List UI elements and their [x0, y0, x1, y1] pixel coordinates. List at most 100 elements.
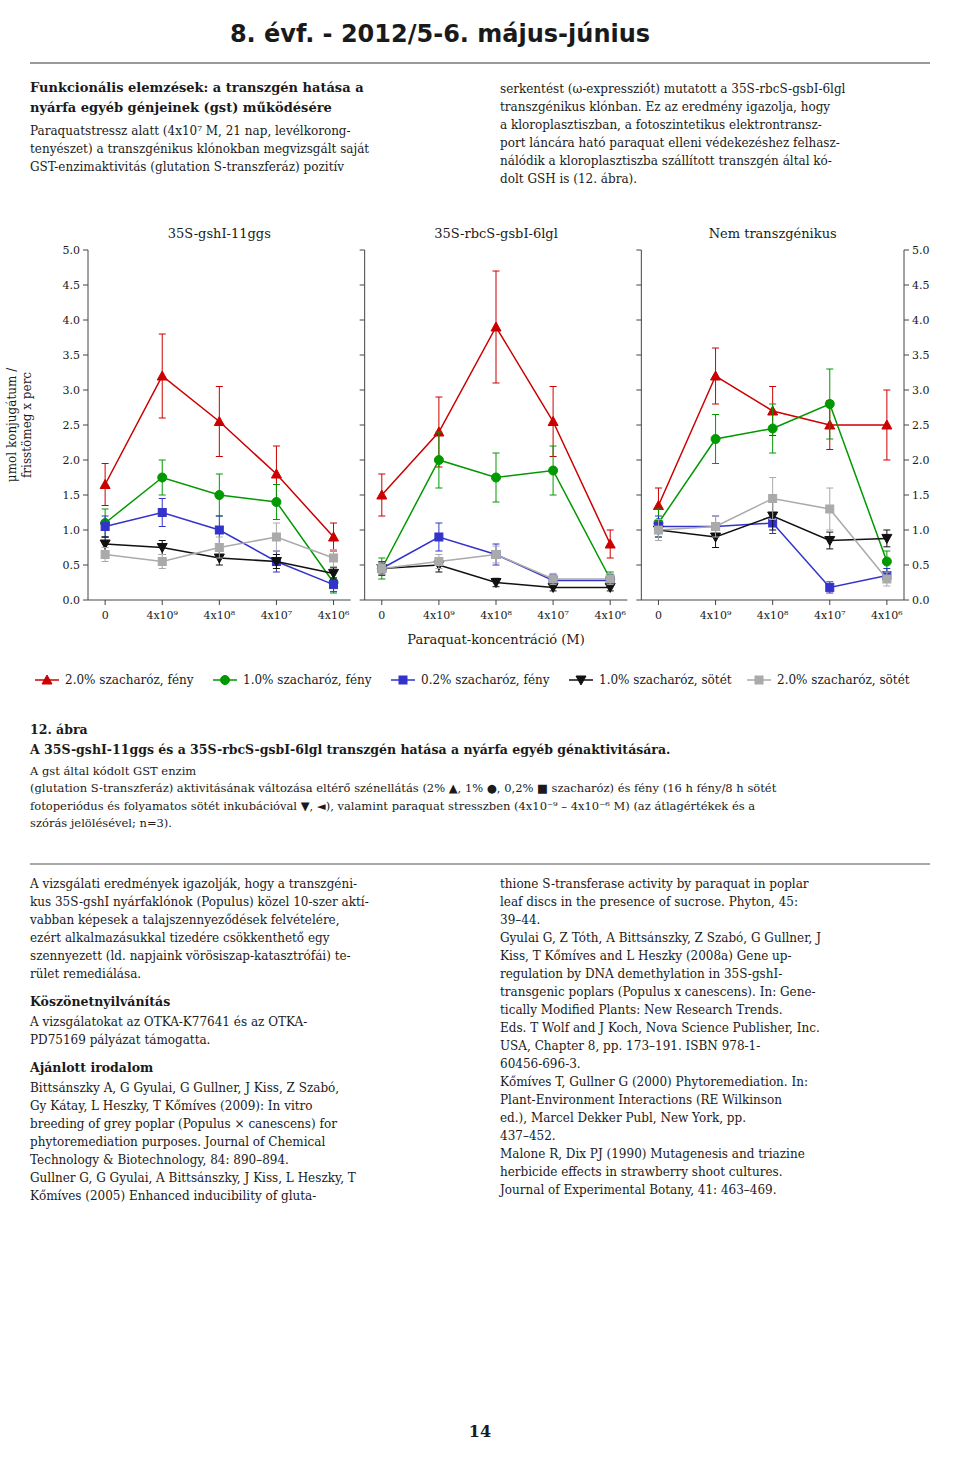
error-bar [826, 369, 833, 439]
y-tick [636, 250, 641, 251]
y2-tick-label: 0.5 [912, 559, 930, 572]
body-text: A vizsgálati eredmények igazolják, hogy … [30, 875, 369, 983]
marker [654, 526, 662, 534]
panel-title: Nem transzgénikus [709, 226, 837, 241]
y-tick-label: 1.5 [63, 489, 81, 502]
x-tick [715, 600, 716, 605]
error-bar [550, 446, 557, 495]
marker [606, 575, 614, 583]
body-text: Paraquatstressz alatt (4x10⁷ M, 21 nap, … [30, 122, 369, 176]
series-line [382, 460, 610, 579]
error-bar [493, 546, 500, 563]
error-bar [330, 578, 337, 592]
error-bar [159, 555, 166, 569]
x-tick-label: 4x10⁶ [871, 609, 903, 622]
x-tick [610, 600, 611, 605]
error-bar [378, 558, 385, 579]
legend-marker [221, 676, 230, 685]
error-bar [493, 453, 500, 502]
x-tick-label: 4x10⁹ [700, 609, 732, 622]
marker [768, 424, 777, 433]
x-tick-label: 4x10⁸ [480, 609, 512, 622]
error-bar [378, 563, 385, 574]
marker [434, 456, 443, 465]
panel: 04x10⁹4x10⁸4x10⁷4x10⁶35S-rbcS-gsbI-6lgl [360, 226, 628, 622]
subheading: Köszönetnyilvánítás [30, 993, 170, 1012]
marker [330, 581, 338, 589]
series-line [382, 537, 610, 580]
panel: 0.00.51.01.52.02.53.03.54.04.55.004x10⁹4… [5, 226, 351, 622]
plot-area [653, 348, 891, 593]
error-bar [216, 474, 223, 516]
y-tick-label: 0.5 [63, 559, 81, 572]
x-tick [162, 600, 163, 605]
y-tick [360, 250, 365, 251]
y-tick [83, 355, 88, 356]
series-line [105, 537, 333, 562]
y2-tick [904, 355, 909, 356]
error-bar [826, 488, 833, 530]
marker [492, 551, 500, 559]
y-tick [360, 460, 365, 461]
series-line [382, 565, 610, 587]
x-tick [496, 600, 497, 605]
marker [826, 583, 834, 591]
marker [882, 557, 891, 566]
error-bar [378, 562, 385, 576]
marker [492, 473, 501, 482]
x-tick-label: 4x10⁶ [594, 609, 626, 622]
header: 8. évf. - 2012/5-6. május-június [0, 16, 880, 52]
marker [158, 473, 167, 482]
marker [711, 371, 721, 380]
marker [101, 523, 109, 531]
y-tick [360, 495, 365, 496]
section-title: Funkcionális elemzések: a transzgén hatá… [30, 78, 364, 117]
marker [492, 551, 500, 559]
y-tick [360, 390, 365, 391]
marker [826, 505, 834, 513]
error-bar [883, 572, 890, 586]
marker [769, 495, 777, 503]
plot-area [377, 271, 615, 592]
header-rule [30, 62, 930, 64]
y2-tick [904, 425, 909, 426]
error-bar [712, 516, 719, 537]
y2-tick-label: 0.0 [912, 594, 930, 607]
marker [272, 533, 280, 541]
legend-marker [399, 676, 407, 684]
x-tick-label: 4x10⁷ [814, 609, 846, 622]
marker [882, 534, 892, 543]
marker [272, 498, 281, 507]
caption-heading: A 35S-gshI-11ggs és a 35S-rbcS-gsbI-6lgl… [30, 741, 930, 760]
y2-tick-label: 3.0 [912, 384, 930, 397]
error-bar [493, 544, 500, 565]
y-tick [360, 425, 365, 426]
marker [271, 469, 281, 478]
legend-marker [576, 676, 586, 685]
marker [491, 322, 501, 331]
marker [377, 565, 387, 574]
marker [491, 579, 501, 588]
y-tick [83, 425, 88, 426]
y-tick [83, 530, 88, 531]
marker [157, 371, 167, 380]
caption-text: A gst által kódolt GST enzim (glutation … [30, 763, 930, 832]
marker [215, 491, 224, 500]
chart: 0.00.51.01.52.02.53.03.54.04.55.004x10⁹4… [0, 208, 960, 713]
y2-tick [904, 285, 909, 286]
marker [435, 533, 443, 541]
y-tick-label: 1.0 [63, 524, 81, 537]
x-tick [772, 600, 773, 605]
caption-title: 12. ábra [30, 721, 88, 740]
error-bar [550, 573, 557, 584]
y-tick [636, 530, 641, 531]
y-tick [636, 285, 641, 286]
y-tick [360, 355, 365, 356]
x-tick [276, 600, 277, 605]
marker [606, 575, 615, 584]
series-line [105, 478, 333, 583]
x-tick-label: 0 [102, 609, 109, 622]
error-bar [435, 432, 442, 488]
error-bar [102, 516, 109, 537]
marker [214, 417, 224, 426]
